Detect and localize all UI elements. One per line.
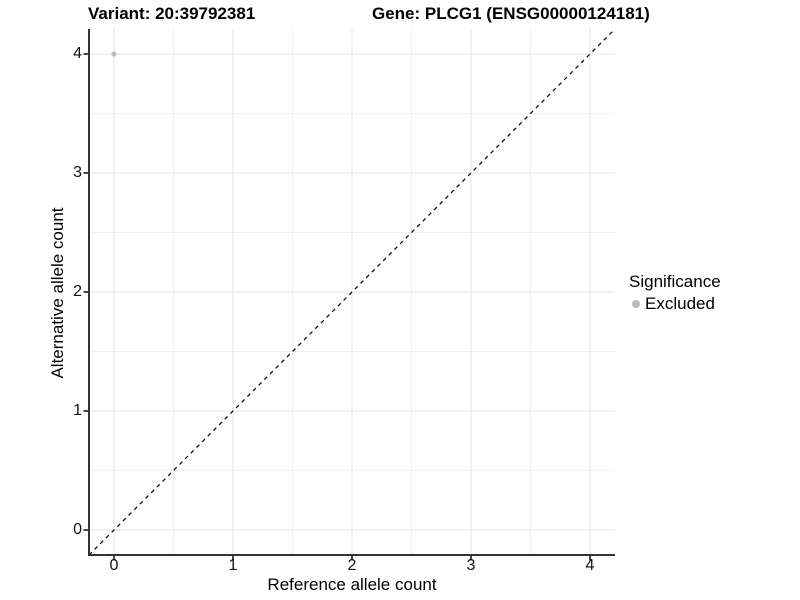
gene-title: Gene: PLCG1 (ENSG00000124181) [372,4,650,23]
data-point [111,51,117,57]
variant-title: Variant: 20:39792381 [88,4,256,23]
x-tick-label: 2 [347,557,357,574]
excluded-dot-icon [632,300,640,308]
y-tick-label: 2 [73,283,82,300]
identity-dashed-line [88,28,616,556]
legend: Significance Excluded [629,272,721,313]
y-tick-label: 1 [73,402,82,419]
x-tick-label: 4 [585,557,595,574]
y-tick-label: 3 [73,163,82,181]
legend-title: Significance [629,272,721,291]
x-tick-label: 0 [109,557,119,574]
y-tick-label: 4 [73,44,82,62]
y-tick-label: 0 [73,521,82,538]
legend-item-label: Excluded [645,294,715,313]
x-tick-label: 1 [228,557,238,574]
x-tick-label: 3 [466,557,476,574]
legend-item-excluded: Excluded [632,295,721,313]
y-axis-label: Alternative allele count [48,207,67,379]
x-axis-label: Reference allele count [267,575,437,594]
